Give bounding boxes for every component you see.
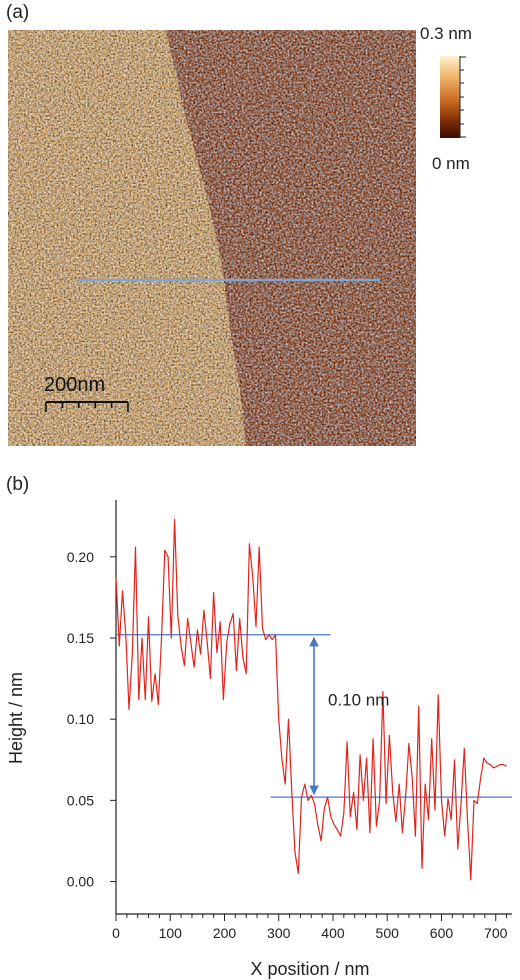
x-axis-ticks: 0 100 200 300 400 500 600 700 (112, 914, 508, 941)
y-axis-label: Height / nm (6, 672, 26, 764)
panel-b-label: (b) (6, 474, 30, 495)
chart-axes (115, 500, 512, 915)
y-tick-label: 0.05 (67, 792, 94, 808)
y-tick-label: 0.20 (67, 549, 94, 565)
x-tick-label: 100 (159, 925, 183, 941)
scale-bar-label: 200nm (44, 374, 105, 396)
panel-a-label: (a) (6, 2, 30, 23)
height-profile-line (115, 518, 507, 881)
x-tick-label: 0 (112, 925, 120, 941)
upper-terrace (8, 30, 246, 446)
x-tick-label: 600 (430, 925, 454, 941)
x-axis-label: X position / nm (250, 959, 369, 979)
x-tick-label: 400 (321, 925, 345, 941)
x-tick-label: 700 (484, 925, 508, 941)
colorbar-max-label: 0.3 nm (420, 24, 472, 43)
x-tick-label: 200 (213, 925, 237, 941)
y-axis-ticks: 0.00 0.05 0.10 0.15 0.20 (67, 549, 116, 890)
colorbar-min-label: 0 nm (432, 154, 470, 173)
afm-topography-image: 200nm (8, 30, 416, 446)
x-tick-label: 300 (267, 925, 291, 941)
height-profile-chart: 0.00 0.05 0.10 0.15 0.20 0 100 200 300 400 500 600… (6, 500, 512, 979)
y-tick-label: 0.15 (67, 630, 94, 646)
x-tick-label: 500 (376, 925, 400, 941)
series-layer (115, 518, 507, 881)
y-tick-label: 0.00 (67, 874, 94, 890)
y-tick-label: 0.10 (67, 711, 94, 727)
step-height-label: 0.10 nm (328, 691, 389, 710)
colorbar (440, 56, 466, 138)
scale-bar: 200nm (44, 374, 129, 412)
step-annotation: 0.10 nm (309, 636, 389, 796)
